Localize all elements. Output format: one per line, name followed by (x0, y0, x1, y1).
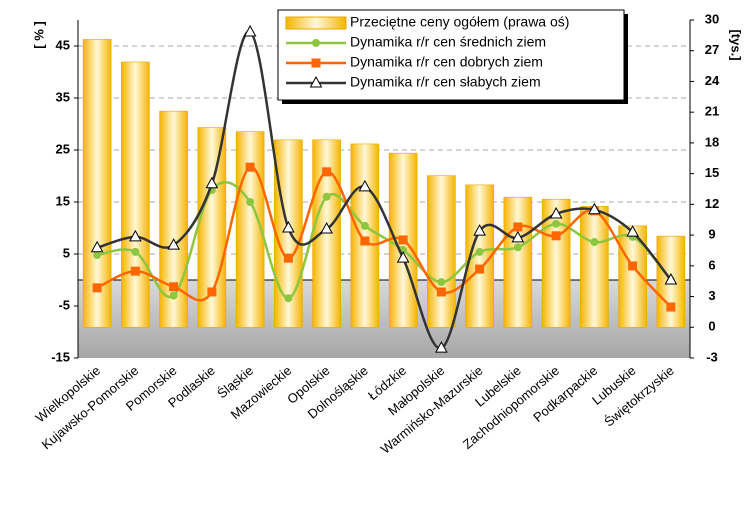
marker (435, 341, 448, 353)
marker (552, 219, 561, 228)
y2-tick-label: 21 (705, 104, 719, 119)
y-tick-label: -15 (51, 349, 70, 364)
marker (129, 229, 142, 242)
marker (398, 235, 408, 245)
bar (465, 184, 494, 328)
marker (93, 251, 102, 260)
marker (245, 162, 255, 172)
marker (358, 179, 372, 192)
marker (626, 225, 639, 237)
marker (475, 264, 485, 274)
marker (320, 222, 333, 234)
marker (322, 167, 332, 177)
marker (436, 287, 446, 297)
marker (360, 221, 369, 230)
marker (360, 236, 370, 246)
marker (283, 253, 293, 263)
marker (92, 283, 102, 293)
marker (284, 294, 293, 303)
marker (549, 206, 563, 219)
y-axis-label: [ % ] (31, 21, 46, 48)
marker (513, 222, 523, 232)
y2-tick-label: 15 (705, 165, 719, 180)
marker (396, 251, 410, 263)
bar (82, 39, 112, 328)
y2-tick-label: 18 (705, 134, 719, 149)
marker (207, 287, 217, 297)
marker (473, 224, 486, 236)
y2-axis-label: [tys.] (729, 29, 744, 60)
bar (427, 175, 456, 328)
marker (311, 58, 321, 68)
x-tick-label: Świętokrzyskie (601, 363, 676, 430)
y2-tick-label: 6 (708, 257, 715, 272)
marker (90, 240, 104, 253)
marker (309, 75, 323, 88)
y-tick-label: 25 (56, 141, 70, 156)
y2-tick-label: 12 (705, 196, 719, 211)
marker (664, 272, 678, 285)
y2-tick-label: 0 (708, 319, 715, 334)
y2-tick-label: -3 (706, 349, 718, 364)
marker (312, 39, 320, 47)
y-tick-label: 35 (56, 89, 70, 104)
bar (503, 196, 533, 328)
legend-label: Dynamika r/r cen dobrych ziem (350, 54, 543, 70)
marker (513, 243, 522, 252)
marker (511, 230, 525, 243)
marker (437, 278, 446, 287)
y-tick-label: 5 (63, 245, 70, 260)
marker (666, 302, 676, 312)
bar (350, 143, 380, 328)
marker (282, 220, 295, 233)
y2-tick-label: 3 (708, 288, 715, 303)
y-tick-label: -5 (58, 297, 70, 312)
marker (167, 238, 180, 250)
marker (169, 282, 179, 292)
y2-tick-label: 27 (705, 42, 719, 57)
legend-label: Przeciętne ceny ogółem (prawa oś) (350, 14, 569, 30)
y-tick-label: 15 (56, 193, 70, 208)
y-tick-label: 45 (56, 37, 70, 52)
marker (588, 202, 601, 215)
marker (590, 238, 599, 247)
marker (169, 291, 178, 300)
y2-tick-label: 9 (708, 227, 715, 242)
y2-tick-label: 24 (705, 73, 720, 88)
marker (322, 192, 331, 201)
bar (121, 61, 150, 328)
marker (131, 247, 140, 256)
marker (475, 247, 484, 256)
y2-tick-label: 30 (705, 11, 719, 26)
legend-label: Dynamika r/r cen słabych ziem (350, 74, 541, 90)
legend-label: Dynamika r/r cen średnich ziem (350, 34, 546, 50)
bar (580, 206, 609, 328)
marker (130, 266, 140, 276)
legend-swatch (285, 16, 347, 30)
bar (197, 127, 227, 328)
marker (628, 261, 638, 271)
marker (246, 198, 255, 206)
marker (205, 176, 219, 189)
marker (243, 24, 257, 37)
marker (551, 231, 561, 241)
